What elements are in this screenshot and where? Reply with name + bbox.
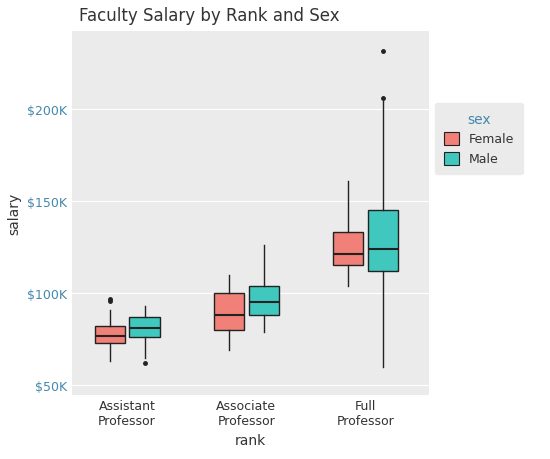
Bar	[129, 318, 160, 338]
Bar	[95, 327, 125, 343]
Bar	[368, 211, 398, 271]
Bar	[333, 233, 363, 266]
Legend: Female, Male: Female, Male	[435, 104, 523, 175]
X-axis label: rank: rank	[235, 433, 266, 447]
Bar	[249, 286, 279, 316]
Text: Faculty Salary by Rank and Sex: Faculty Salary by Rank and Sex	[79, 7, 339, 25]
Bar	[214, 293, 244, 330]
Y-axis label: salary: salary	[7, 192, 21, 235]
